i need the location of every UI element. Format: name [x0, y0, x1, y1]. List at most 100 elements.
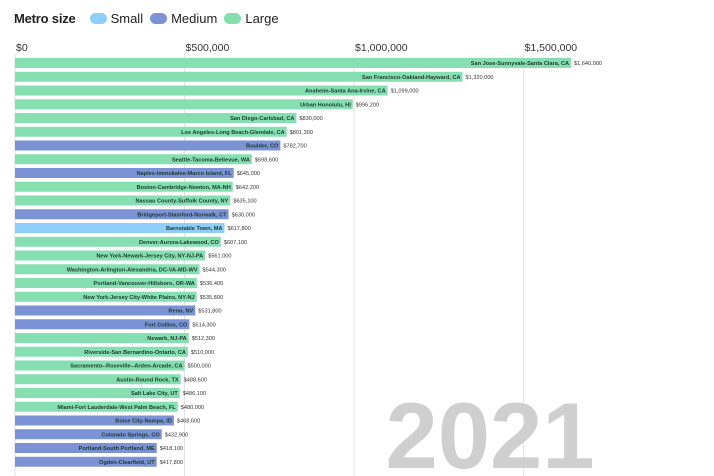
bar-value-label-24: $486,100 — [183, 391, 206, 397]
bar-8 — [15, 168, 234, 178]
bar-value-label-9: $642,200 — [236, 185, 259, 191]
bar-value-label-16: $536,400 — [200, 281, 223, 287]
bar-name-label-17: New York-Jersey City-White Plains, NY-NJ — [83, 295, 194, 301]
bar-4 — [15, 113, 297, 123]
bar-value-label-21: $510,000 — [191, 350, 214, 356]
bar-14 — [15, 250, 206, 261]
tick-label-0: $0 — [16, 42, 28, 54]
bar-19 — [15, 319, 190, 330]
bar-value-label-19: $514,300 — [192, 322, 215, 328]
bar-name-label-27: Colorado Springs, CO — [101, 432, 160, 438]
bar-name-label-19: Fort Collins, CO — [145, 322, 188, 328]
bar-0 — [15, 58, 572, 68]
bar-5 — [15, 126, 287, 137]
bar-17 — [15, 291, 197, 302]
bar-name-label-4: San Diego-Carlsbad, CA — [230, 116, 294, 122]
legend-item-small[interactable]: Small — [89, 10, 144, 26]
bar-name-label-23: Austin-Round Rock, TX — [116, 377, 179, 383]
bar-name-label-22: Sacramento--Roseville--Arden-Arcade, CA — [70, 364, 182, 370]
legend: Metro size Small Medium Large — [14, 8, 286, 28]
bar-name-label-8: Naples-Immokalee-Marco Island, FL — [137, 171, 233, 177]
tick-label-3: $1,500,000 — [525, 42, 578, 54]
bar-7 — [15, 154, 252, 165]
bar-12 — [15, 223, 225, 233]
legend-label-medium: Medium — [171, 10, 218, 26]
bar-10 — [15, 195, 231, 206]
bar-13 — [15, 236, 221, 247]
bar-name-label-20: Newark, NJ-PA — [147, 336, 186, 342]
bar-value-label-2: $1,099,000 — [391, 89, 419, 95]
bar-name-label-9: Boston-Cambridge-Newton, MA-NH — [137, 185, 231, 191]
bar-23 — [15, 374, 181, 385]
bar-2 — [15, 85, 388, 96]
bar-value-label-18: $531,800 — [198, 309, 221, 315]
bar-value-label-13: $607,100 — [224, 240, 247, 246]
bar-name-label-15: Washington-Arlington-Alexandria, DC-VA-M… — [67, 267, 198, 273]
bar-name-label-29: Ogden-Clearfield, UT — [99, 460, 155, 466]
bar-value-label-6: $782,700 — [283, 144, 306, 150]
legend-item-large[interactable]: Large — [224, 10, 279, 26]
bar-name-label-0: San Jose-Sunnyvale-Santa Clara, CA — [471, 61, 569, 67]
bar-name-label-21: Riverside-San Bernardino-Ontario, CA — [84, 350, 186, 356]
bar-value-label-14: $561,000 — [208, 254, 231, 260]
bar-value-label-25: $480,000 — [181, 405, 204, 411]
bar-value-label-1: $1,320,000 — [466, 75, 494, 81]
bar-name-label-12: Barnstable Town, MA — [166, 226, 222, 232]
bar-name-label-13: Denver-Aurora-Lakewood, CO — [139, 240, 220, 246]
legend-swatch-small — [89, 12, 107, 24]
bar-value-label-26: $468,600 — [177, 419, 200, 425]
bar-11 — [15, 209, 229, 220]
bar-25 — [15, 401, 178, 412]
bar-value-label-0: $1,640,000 — [574, 61, 602, 67]
bar-21 — [15, 346, 188, 357]
bar-value-label-3: $996,200 — [356, 102, 379, 108]
bar-20 — [15, 333, 189, 343]
bar-29 — [15, 456, 157, 467]
bar-28 — [15, 443, 157, 453]
bar-24 — [15, 388, 180, 398]
bar-27 — [15, 429, 162, 440]
bar-16 — [15, 278, 197, 288]
bar-26 — [15, 415, 174, 426]
tick-label-1: $500,000 — [186, 42, 230, 54]
legend-swatch-large — [224, 12, 242, 24]
bar-value-label-27: $432,900 — [165, 432, 188, 438]
bar-22 — [15, 360, 185, 371]
bar-9 — [15, 181, 233, 192]
bar-value-label-29: $417,800 — [160, 460, 183, 466]
bar-value-label-23: $488,600 — [184, 377, 207, 383]
legend-label-large: Large — [245, 10, 279, 26]
bar-15 — [15, 264, 200, 275]
bar-value-label-20: $512,300 — [192, 336, 215, 342]
bar-name-label-7: Seattle-Tacoma-Bellevue, WA — [172, 157, 250, 163]
year-label: 2021 — [385, 383, 594, 476]
bar-value-label-17: $535,800 — [200, 295, 223, 301]
bar-value-label-15: $544,300 — [203, 267, 226, 273]
bar-value-label-12: $617,800 — [227, 226, 250, 232]
bar-1 — [15, 71, 463, 82]
bar-name-label-6: Boulder, CO — [246, 144, 279, 150]
bar-name-label-28: Portland-South Portland, ME — [79, 446, 155, 452]
bar-value-label-10: $635,100 — [233, 199, 256, 205]
axis-ticks: $0 $500,000 $1,000,000 $1,500,000 — [16, 42, 577, 54]
bar-value-label-5: $801,300 — [290, 130, 313, 136]
bar-name-label-26: Boise City-Nampa, ID — [115, 419, 172, 425]
bar-name-label-1: San Francisco-Oakland-Hayward, CA — [362, 75, 461, 81]
bar-name-label-11: Bridgeport-Stamford-Norwalk, CT — [137, 212, 227, 218]
bar-name-label-2: Anaheim-Santa Ana-Irvine, CA — [305, 89, 386, 95]
legend-label-small: Small — [110, 10, 144, 26]
bar-name-label-18: Reno, NV — [168, 309, 193, 315]
bar-18 — [15, 305, 196, 316]
bar-3 — [15, 99, 353, 110]
bars: San Jose-Sunnyvale-Santa Clara, CA $1,640… — [15, 58, 602, 467]
bar-name-label-3: Urban Honolulu, HI — [300, 102, 351, 108]
bar-6 — [15, 140, 281, 151]
legend-title: Metro size — [14, 10, 76, 26]
tick-label-2: $1,000,000 — [355, 42, 408, 54]
bar-value-label-8: $645,000 — [237, 171, 260, 177]
bar-name-label-5: Los Angeles-Long Beach-Glendale, CA — [181, 130, 285, 136]
bar-name-label-10: Nassau County-Suffolk County, NY — [136, 199, 229, 205]
legend-item-medium[interactable]: Medium — [150, 11, 217, 26]
bar-value-label-11: $630,000 — [232, 212, 255, 218]
